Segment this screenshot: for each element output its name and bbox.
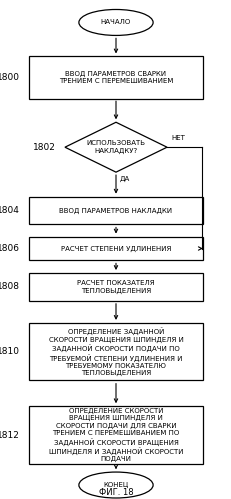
Text: НАЧАЛО: НАЧАЛО bbox=[100, 19, 131, 25]
Text: 1808: 1808 bbox=[0, 282, 20, 291]
Ellipse shape bbox=[79, 9, 152, 35]
Ellipse shape bbox=[79, 472, 152, 498]
Text: 1800: 1800 bbox=[0, 73, 20, 82]
Bar bbox=[29, 56, 202, 99]
Text: ФИГ. 18: ФИГ. 18 bbox=[98, 488, 133, 497]
Bar bbox=[29, 323, 202, 381]
Text: 1810: 1810 bbox=[0, 347, 20, 356]
Text: 1812: 1812 bbox=[0, 431, 20, 440]
Bar bbox=[29, 273, 202, 300]
Text: 1806: 1806 bbox=[0, 244, 20, 253]
Text: 1802: 1802 bbox=[33, 143, 55, 152]
Text: РАСЧЕТ СТЕПЕНИ УДЛИНЕНИЯ: РАСЧЕТ СТЕПЕНИ УДЛИНЕНИЯ bbox=[61, 246, 170, 251]
Text: 1804: 1804 bbox=[0, 206, 20, 215]
Text: ВВОД ПАРАМЕТРОВ СВАРКИ
ТРЕНИЕМ С ПЕРЕМЕШИВАНИЕМ: ВВОД ПАРАМЕТРОВ СВАРКИ ТРЕНИЕМ С ПЕРЕМЕШ… bbox=[59, 71, 172, 84]
Bar bbox=[29, 237, 202, 260]
Text: ОПРЕДЕЛЕНИЕ ЗАДАННОЙ
СКОРОСТИ ВРАЩЕНИЯ ШПИНДЕЛЯ И
ЗАДАННОЙ СКОРОСТИ ПОДАЧИ ПО
ТР: ОПРЕДЕЛЕНИЕ ЗАДАННОЙ СКОРОСТИ ВРАЩЕНИЯ Ш… bbox=[48, 327, 183, 376]
Text: РАСЧЕТ ПОКАЗАТЕЛЯ
ТЕПЛОВЫДЕЛЕНИЯ: РАСЧЕТ ПОКАЗАТЕЛЯ ТЕПЛОВЫДЕЛЕНИЯ bbox=[77, 280, 154, 293]
Bar bbox=[29, 197, 202, 225]
Polygon shape bbox=[65, 122, 166, 172]
Text: КОНЕЦ: КОНЕЦ bbox=[103, 482, 128, 488]
Text: НЕТ: НЕТ bbox=[171, 135, 185, 141]
Bar bbox=[29, 406, 202, 464]
Text: ОПРЕДЕЛЕНИЕ СКОРОСТИ
ВРАЩЕНИЯ ШПИНДЕЛЯ И
СКОРОСТИ ПОДАЧИ ДЛЯ СВАРКИ
ТРЕНИЕМ С ПЕ: ОПРЕДЕЛЕНИЕ СКОРОСТИ ВРАЩЕНИЯ ШПИНДЕЛЯ И… bbox=[49, 408, 182, 463]
Text: ДА: ДА bbox=[119, 176, 129, 182]
Text: ВВОД ПАРАМЕТРОВ НАКЛАДКИ: ВВОД ПАРАМЕТРОВ НАКЛАДКИ bbox=[59, 208, 172, 214]
Text: ИСПОЛЬЗОВАТЬ
НАКЛАДКУ?: ИСПОЛЬЗОВАТЬ НАКЛАДКУ? bbox=[86, 140, 145, 154]
